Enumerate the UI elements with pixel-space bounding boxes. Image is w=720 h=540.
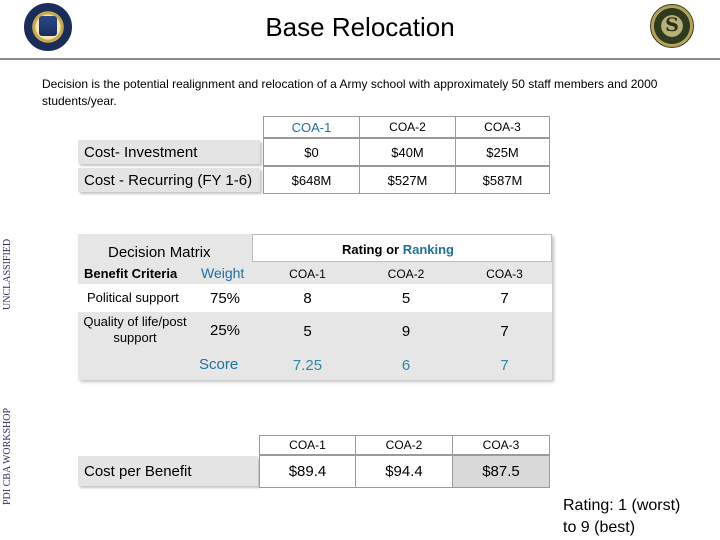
matrix-weight-quality: 25% — [210, 322, 241, 339]
workshop-seal-icon: S — [650, 4, 694, 48]
cost-investment-coa1: $0 — [263, 138, 360, 166]
cost-per-benefit-label: Cost per Benefit — [84, 462, 192, 480]
cpb-coa3: $87.5 — [452, 455, 550, 488]
matrix-political-coa3: 7 — [500, 289, 509, 307]
cost-col-header-coa1: COA-1 — [263, 116, 360, 138]
cpb-col-header-coa2: COA-2 — [355, 435, 453, 455]
cpb-col-header-coa1: COA-1 — [259, 435, 356, 455]
score-label: Score — [199, 356, 239, 373]
matrix-weight-political: 75% — [210, 290, 241, 307]
decision-description: Decision is the potential realignment an… — [42, 77, 658, 108]
header-divider — [0, 58, 720, 60]
matrix-quality-coa3: 7 — [500, 322, 509, 340]
rating-label: Rating — [342, 242, 383, 257]
cost-row-label-bg-1 — [78, 140, 260, 164]
cost-row-label-bg-2 — [78, 168, 260, 192]
benefit-criteria-header: Benefit Criteria — [84, 266, 178, 281]
cost-recurring-coa2: $527M — [359, 166, 456, 194]
ranking-label: Ranking — [402, 242, 454, 257]
cost-row-label-investment: Cost- Investment — [84, 143, 198, 161]
matrix-quality-coa2: 9 — [401, 322, 411, 340]
matrix-col-header-coa1: COA-1 — [289, 267, 326, 281]
matrix-col-header-coa3: COA-3 — [486, 267, 523, 281]
score-coa3: 7 — [500, 356, 509, 374]
cost-recurring-coa3: $587M — [455, 166, 550, 194]
rating-scale-line2: to 9 (best) — [563, 519, 636, 536]
workshop-label: PDI CBA WORKSHOP — [2, 407, 13, 505]
matrix-row-label-political: Political support — [87, 290, 179, 305]
cpb-col-header-coa3: COA-3 — [452, 435, 550, 455]
rating-scale-note: Rating: 1 (worst) to 9 (best) — [563, 495, 680, 539]
cost-investment-coa2: $40M — [359, 138, 456, 166]
cost-col-header-coa3: COA-3 — [455, 116, 550, 138]
cpb-label-bg — [78, 456, 258, 486]
rating-header: Rating or Ranking — [342, 242, 454, 257]
matrix-row-bg-political — [78, 284, 552, 312]
rating-header-bar — [252, 234, 552, 262]
decision-matrix-title: Decision Matrix — [108, 244, 211, 261]
matrix-political-coa2: 5 — [401, 289, 411, 307]
cost-row-label-recurring: Cost - Recurring (FY 1-6) — [84, 171, 253, 189]
cost-investment-coa3: $25M — [455, 138, 550, 166]
weight-header: Weight — [201, 265, 245, 281]
rating-or-label: or — [386, 242, 400, 257]
matrix-political-coa1: 8 — [303, 289, 312, 307]
score-coa1: 7.25 — [292, 356, 323, 374]
matrix-row-label-quality: Quality of life/post support — [83, 314, 187, 345]
matrix-col-header-coa2: COA-2 — [387, 267, 425, 281]
army-seal-icon — [24, 3, 72, 51]
matrix-quality-coa1: 5 — [303, 322, 312, 340]
cost-recurring-coa1: $648M — [263, 166, 360, 194]
rating-scale-line1: Rating: 1 (worst) — [563, 497, 681, 514]
workshop-seal-glyph: S — [665, 14, 679, 36]
cpb-coa1: $89.4 — [259, 455, 356, 488]
page-title: Base Relocation — [265, 12, 455, 42]
classification-label: UNCLASSIFIED — [2, 238, 13, 310]
cpb-coa2: $94.4 — [355, 455, 453, 488]
score-coa2: 6 — [401, 356, 411, 374]
cost-col-header-coa2: COA-2 — [359, 116, 456, 138]
